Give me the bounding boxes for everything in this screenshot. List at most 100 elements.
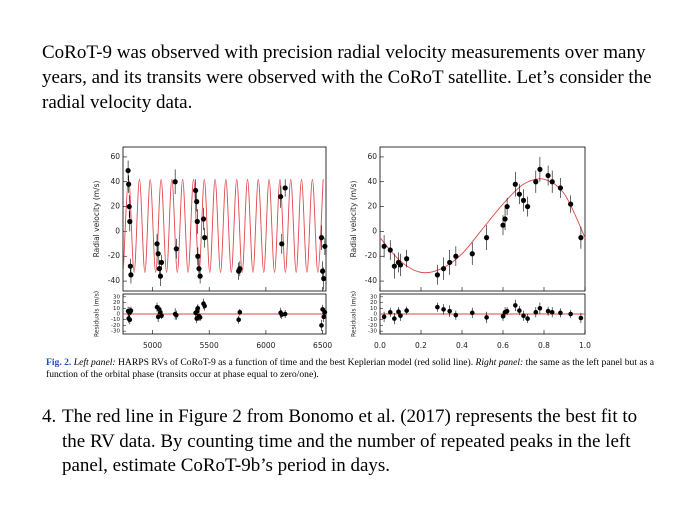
residual-point [282,311,288,317]
data-point [568,201,574,207]
data-point [447,259,453,266]
data-point [525,203,531,210]
residual-point [513,303,518,308]
residual-point [381,314,387,320]
data-point [196,266,202,272]
residual-point [195,305,201,311]
y-tick-label: -40 [365,276,377,285]
question-text: The red line in Figure 2 from Bonomo et … [62,406,638,476]
residual-y-tick-label: 30 [370,294,377,300]
data-point [125,167,131,174]
residual-y-tick-label: 20 [113,300,120,306]
x-tick-label: 5500 [200,341,219,350]
x-tick-label: 0.2 [415,341,427,350]
residual-y-tick-label: -30 [111,329,120,335]
residual-point [521,313,526,319]
data-point [322,243,328,249]
y-tick-label: 20 [367,202,377,211]
data-point [404,256,410,262]
data-point [197,273,203,279]
data-point [128,272,134,278]
residual-point [525,316,530,321]
residual-point [128,308,134,313]
model-curve [379,178,586,274]
data-point [549,179,555,185]
x-tick-label: 1.0 [579,341,591,350]
x-tick-label: 0.8 [538,341,550,350]
caption-text: the same as the left panel but as a func… [46,357,655,380]
residual-y-tick-label: -10 [368,317,377,323]
data-point [502,216,508,222]
y-tick-label: 0 [115,226,120,235]
data-point [319,268,326,274]
y-axis-label: Radial velocity (m/s) [349,181,358,258]
data-point [318,235,325,241]
residual-point [558,310,563,316]
data-point [282,185,288,191]
residual-y-tick-label: 10 [370,306,377,312]
data-point [520,197,527,203]
residual-point [533,309,539,315]
data-point [557,185,564,191]
data-point [504,203,510,210]
residual-point [484,315,489,320]
data-point [387,247,393,253]
x-tick-label: 0.4 [456,341,468,350]
residual-point [322,309,328,315]
data-point [500,222,506,228]
caption-text: HARPS RVs of CoRoT-9 as a function of ti… [117,357,474,368]
residual-axis-label: Residuals (m/s) [351,291,358,337]
caption-heading: Right panel: [475,357,524,368]
data-point [195,253,201,259]
y-axis-label: Radial velocity (m/s) [92,181,101,258]
residual-point [568,311,573,317]
residual-point [202,303,207,309]
residual-y-tick-label: 30 [113,294,120,300]
residual-point [404,308,409,313]
figure-caption: Fig. 2. Left panel: HARPS RVs of CoRoT-9… [46,357,656,381]
data-point [194,199,200,205]
data-point [484,235,490,241]
intro-paragraph: CoRoT-9 was observed with precision radi… [42,42,652,113]
residual-point [435,304,440,310]
data-point [391,263,397,269]
residual-point [237,309,243,315]
figure: 5000 5500 6000 6500-40-2002040603020100-10-… [92,146,591,350]
data-point [537,166,543,172]
question: 4. The red line in Figure 2 from Bonomo e… [42,405,662,479]
data-point [278,194,284,200]
residual-point [127,317,133,323]
plot-frame [379,146,586,292]
residual-point [396,309,401,315]
residual-point [545,308,551,314]
data-point [279,241,285,247]
residual-point [392,316,397,321]
residual-point [578,315,584,321]
residual-point [174,312,179,318]
residual-point [549,309,555,315]
x-tick-label: 0.0 [374,341,386,350]
residual-y-tick-label: -20 [111,323,120,329]
residual-point [236,317,241,323]
data-point [512,181,518,187]
residual-y-tick-label: -30 [368,329,377,335]
y-tick-label: 60 [367,152,377,161]
data-point [440,266,447,272]
residual-point [517,308,522,313]
data-point [533,179,539,185]
residual-y-tick-label: 10 [113,306,120,312]
data-point [127,218,133,225]
data-point [192,187,199,194]
data-point [397,262,404,268]
data-point [173,246,179,252]
data-point [545,172,551,179]
plot-frame [122,146,327,292]
residual-point [469,310,475,316]
data-point [200,216,207,222]
data-point [154,241,160,247]
residual-point [387,309,393,315]
y-tick-label: 0 [372,226,377,235]
x-tick-label: 0.6 [497,341,509,350]
data-point [172,179,178,185]
data-point [127,263,133,269]
